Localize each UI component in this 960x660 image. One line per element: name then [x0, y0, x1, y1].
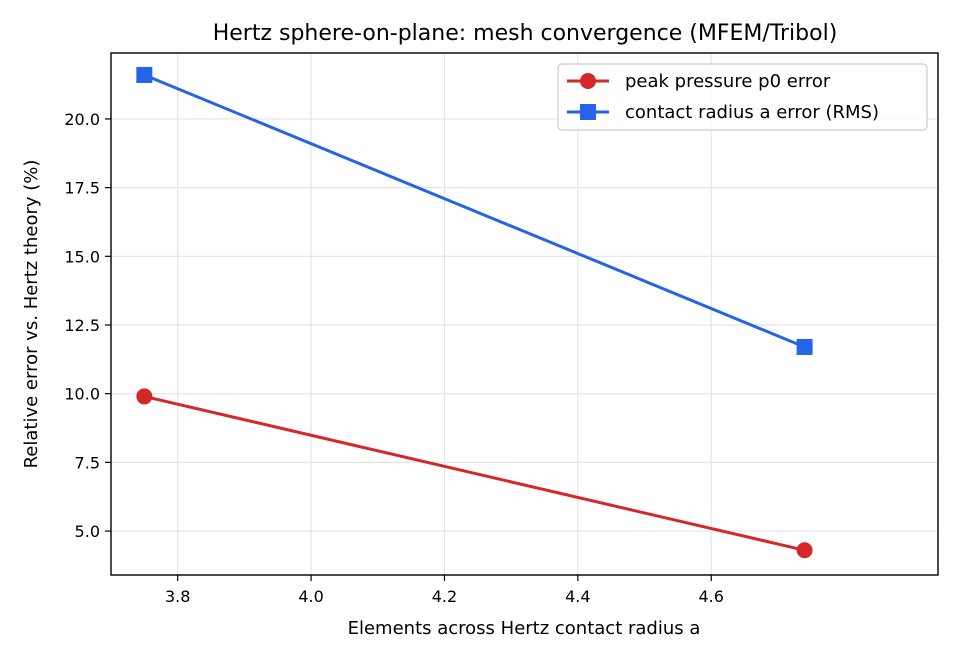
- y-tick-label: 12.5: [64, 316, 100, 335]
- chart-title: Hertz sphere-on-plane: mesh convergence …: [213, 21, 838, 46]
- y-tick-label: 20.0: [64, 110, 100, 129]
- x-tick-label: 4.2: [432, 587, 457, 606]
- series-2-point: [136, 66, 153, 83]
- y-tick-label: 17.5: [64, 179, 100, 198]
- grid-layer: [111, 53, 938, 575]
- y-tick-label: 15.0: [64, 247, 100, 266]
- x-tick-label: 3.8: [165, 587, 190, 606]
- legend-item-1: peak pressure p0 error: [567, 71, 831, 92]
- x-tick-label: 4.6: [699, 587, 724, 606]
- series-1-point: [796, 542, 813, 559]
- legend-box: [557, 63, 928, 131]
- x-axis-label: Elements across Hertz contact radius a: [348, 618, 701, 639]
- tick-layer: 3.8 4.0 4.2 4.4 4.6 5.0 7.5 10.0 12.5 15.0 17.5 20.…: [64, 110, 724, 606]
- x-tick-label: 4.0: [298, 587, 323, 606]
- legend-swatch-marker: [580, 104, 596, 120]
- series-1: [136, 388, 813, 559]
- plot-frame: [110, 52, 939, 576]
- y-tick-label: 7.5: [75, 453, 100, 472]
- legend: peak pressure p0 error contact radius a e…: [557, 63, 928, 131]
- x-tick-label: 4.4: [565, 587, 590, 606]
- legend-swatch-marker: [580, 73, 596, 89]
- legend-item-2: contact radius a error (RMS): [567, 102, 879, 123]
- series-2: [136, 66, 813, 355]
- legend-label: peak pressure p0 error: [625, 71, 831, 92]
- series-1-line: [144, 394, 805, 552]
- series-layer: [136, 66, 813, 559]
- y-tick-label: 10.0: [64, 385, 100, 404]
- y-axis-label: Relative error vs. Hertz theory (%): [21, 160, 42, 469]
- legend-label: contact radius a error (RMS): [625, 102, 879, 123]
- y-tick-label: 5.0: [75, 522, 100, 541]
- series-2-line: [143, 73, 806, 349]
- series-1-point: [136, 388, 153, 405]
- series-2-point: [796, 338, 813, 355]
